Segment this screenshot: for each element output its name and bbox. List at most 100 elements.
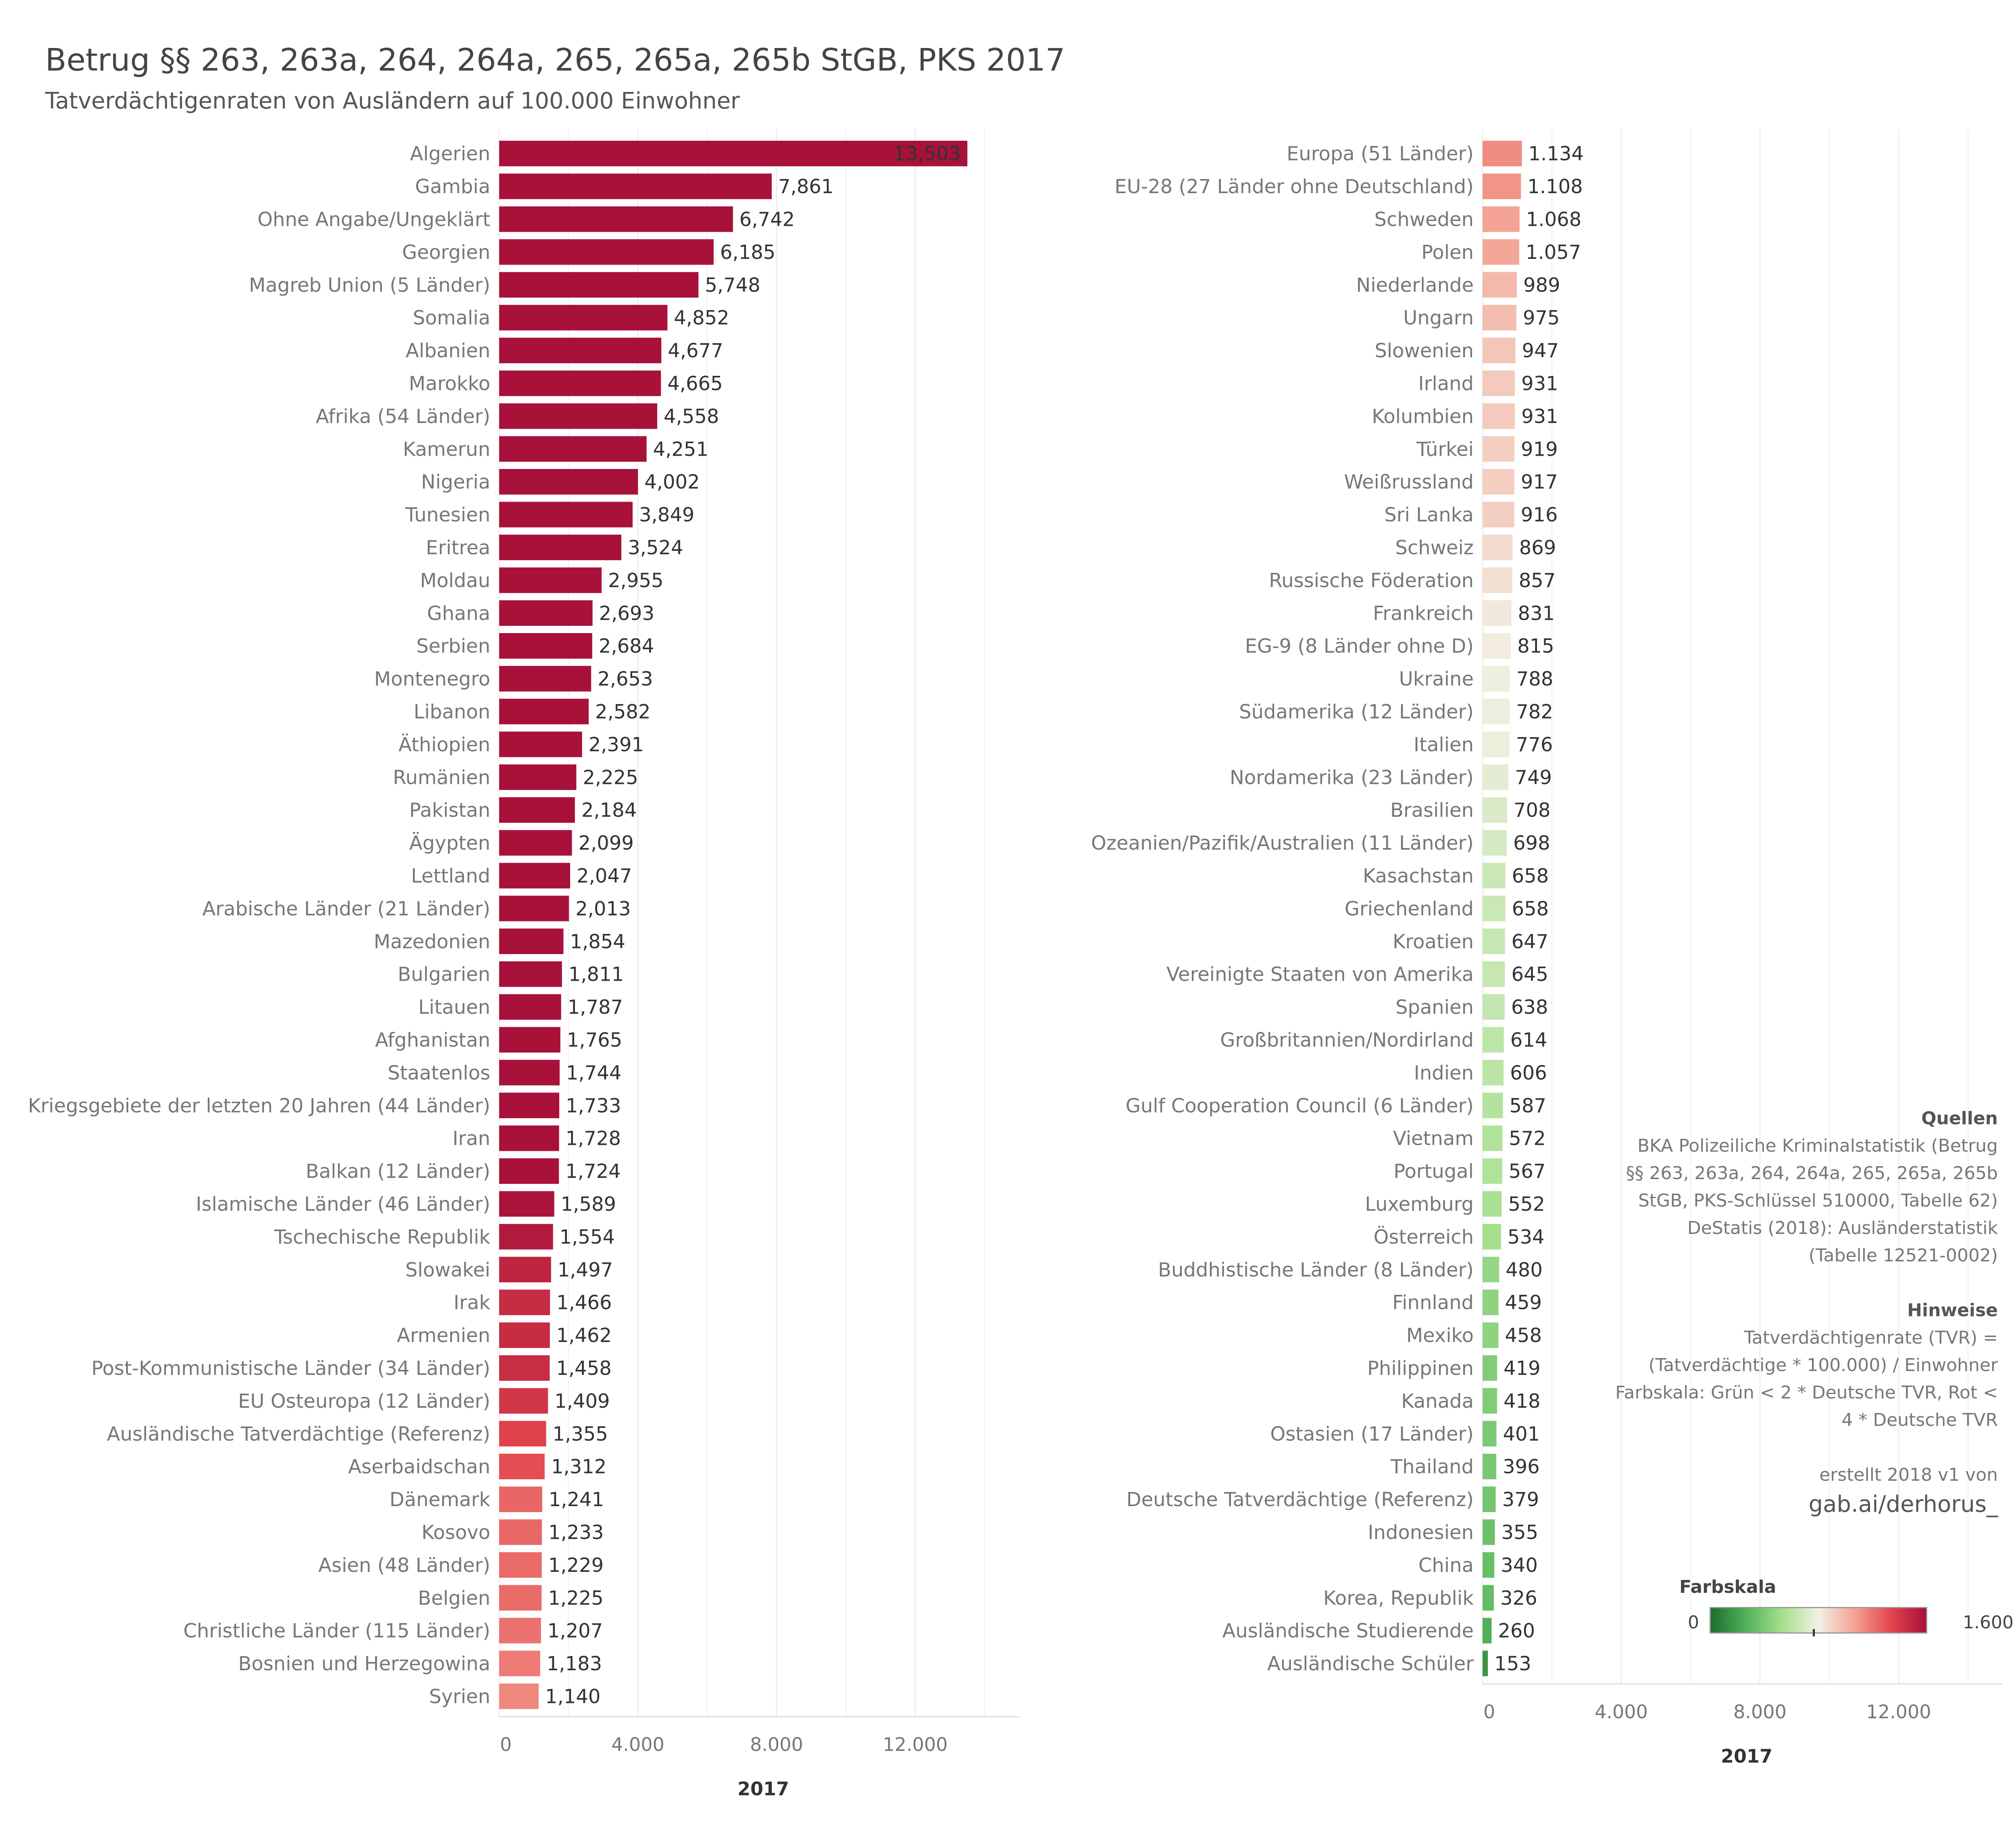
- data-label: 1,225: [548, 1587, 603, 1609]
- bar: [499, 239, 714, 265]
- category-label: Großbritannien/Nordirland: [1220, 1029, 1474, 1052]
- category-label: Spanien: [1395, 996, 1474, 1019]
- data-label: 869: [1519, 537, 1556, 559]
- author-handle[interactable]: gab.ai/derhorus_: [1808, 1491, 1998, 1517]
- category-label: Gambia: [415, 175, 490, 198]
- x-tick-label: 4.000: [611, 1734, 664, 1755]
- data-label: 931: [1521, 373, 1558, 395]
- data-label: 2,013: [575, 898, 631, 920]
- data-label: 1,787: [568, 996, 623, 1019]
- notes-panel: Quellen BKA Polizeiliche Kriminalstatist…: [1595, 1105, 1998, 1520]
- category-label: Moldau: [420, 569, 490, 592]
- category-label: Asien (48 Länder): [319, 1554, 491, 1577]
- category-label: Korea, Republik: [1323, 1587, 1474, 1609]
- bar: [499, 1191, 554, 1217]
- data-label: 916: [1521, 504, 1558, 526]
- data-label: 1.068: [1526, 208, 1581, 231]
- bar: [499, 633, 592, 659]
- data-label: 5,748: [705, 274, 760, 296]
- hints-line: 4 * Deutsche TVR: [1841, 1410, 1998, 1430]
- category-label: Philippinen: [1367, 1357, 1474, 1380]
- data-label: 1,312: [551, 1456, 606, 1478]
- bar: [1483, 1191, 1502, 1217]
- category-label: Lettland: [411, 865, 490, 888]
- data-label: 698: [1513, 832, 1550, 854]
- bar: [1483, 928, 1505, 954]
- data-label: 6,185: [720, 241, 775, 264]
- data-label: 1,233: [548, 1521, 604, 1544]
- bar: [499, 896, 569, 921]
- data-label: 4,558: [664, 405, 719, 428]
- bar: [499, 206, 733, 232]
- category-label: Gulf Cooperation Council (6 Länder): [1126, 1094, 1474, 1117]
- bar: [1483, 173, 1521, 199]
- data-label: 1.108: [1527, 175, 1583, 198]
- category-label: Kasachstan: [1363, 865, 1474, 888]
- data-label: 4,677: [668, 340, 723, 362]
- bar: [499, 994, 561, 1020]
- legend-color-ramp: [1710, 1607, 1927, 1634]
- bar: [499, 1322, 550, 1348]
- data-label: 776: [1516, 734, 1553, 756]
- sources-line: (Tabelle 12521-0002): [1808, 1245, 1998, 1266]
- data-label: 401: [1503, 1423, 1540, 1445]
- data-label: 1.134: [1529, 143, 1584, 165]
- data-label: 4,852: [674, 307, 729, 329]
- sources-heading: Quellen: [1921, 1108, 1998, 1129]
- category-label: Indonesien: [1368, 1521, 1474, 1544]
- right-bar-chart: Europa (51 Länder) 1.134 EU-28 (27 Länder …: [1091, 129, 2003, 1767]
- hints-line: Farbskala: Grün < 2 * Deutsche TVR, Rot …: [1615, 1382, 1998, 1403]
- category-label: Montenegro: [374, 668, 490, 690]
- category-label: Georgien: [402, 241, 490, 264]
- bar: [499, 830, 572, 856]
- bar: [499, 1651, 540, 1676]
- data-label: 572: [1509, 1127, 1546, 1150]
- category-label: Nordamerika (23 Länder): [1230, 766, 1474, 789]
- bar: [499, 272, 699, 298]
- bar: [499, 1618, 541, 1644]
- category-label: Russische Föderation: [1269, 569, 1474, 592]
- data-label: 459: [1505, 1292, 1542, 1314]
- data-label: 153: [1494, 1653, 1531, 1675]
- bar: [499, 600, 593, 626]
- data-label: 2,391: [589, 734, 644, 756]
- bar: [1483, 338, 1516, 363]
- category-label: Thailand: [1390, 1456, 1474, 1478]
- data-label: 3,524: [628, 537, 683, 559]
- category-label: Kroatien: [1393, 930, 1474, 953]
- category-label: Ägypten: [409, 832, 490, 854]
- bar: [499, 469, 638, 495]
- data-label: 1,409: [554, 1390, 610, 1413]
- data-label: 749: [1515, 766, 1552, 789]
- bar: [1483, 731, 1510, 757]
- bar: [499, 1060, 560, 1086]
- category-label: Rumänien: [393, 766, 491, 789]
- sources-line: §§ 263, 263a, 264, 264a, 265, 265a, 265b: [1626, 1163, 1998, 1184]
- bar: [1483, 1290, 1499, 1315]
- bar: [1483, 370, 1515, 396]
- data-label: 4,665: [667, 373, 723, 395]
- data-label: 2,225: [583, 766, 638, 789]
- category-label: Schweden: [1375, 208, 1474, 231]
- data-label: 647: [1512, 930, 1549, 953]
- category-label: Islamische Länder (46 Länder): [196, 1193, 490, 1216]
- bar: [499, 1552, 542, 1578]
- category-label: Slowenien: [1375, 340, 1474, 362]
- bar: [1483, 1519, 1495, 1545]
- category-label: Türkei: [1416, 438, 1474, 461]
- bar: [1483, 1486, 1496, 1512]
- category-label: Albanien: [406, 340, 490, 362]
- bar: [499, 1125, 559, 1151]
- category-label: Post-Kommunistische Länder (34 Länder): [92, 1357, 490, 1380]
- category-label: Arabische Länder (21 Länder): [202, 898, 490, 920]
- category-label: Tunesien: [405, 504, 490, 526]
- data-label: 13,503: [893, 143, 961, 165]
- category-label: Litauen: [418, 996, 490, 1019]
- bar: [499, 928, 564, 954]
- data-label: 1,183: [547, 1653, 602, 1675]
- bar: [1483, 994, 1505, 1020]
- category-label: Europa (51 Länder): [1287, 143, 1474, 165]
- bar: [1483, 1651, 1488, 1676]
- data-label: 458: [1505, 1324, 1542, 1347]
- data-label: 614: [1510, 1029, 1547, 1052]
